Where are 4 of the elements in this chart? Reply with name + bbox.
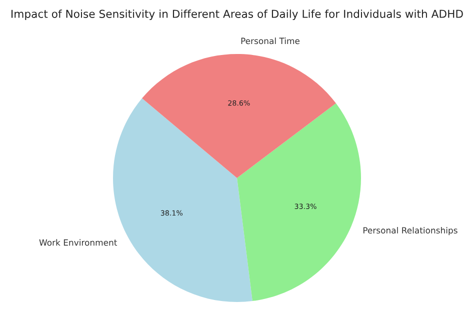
chart-title: Impact of Noise Sensitivity in Different Areas of Daily Life for Individuals with ADHD — [12, 10, 463, 20]
slice-label: Personal Time — [241, 38, 300, 44]
slice-label: Work Environment — [39, 239, 118, 246]
slice-label: Personal Relationships — [363, 226, 458, 236]
